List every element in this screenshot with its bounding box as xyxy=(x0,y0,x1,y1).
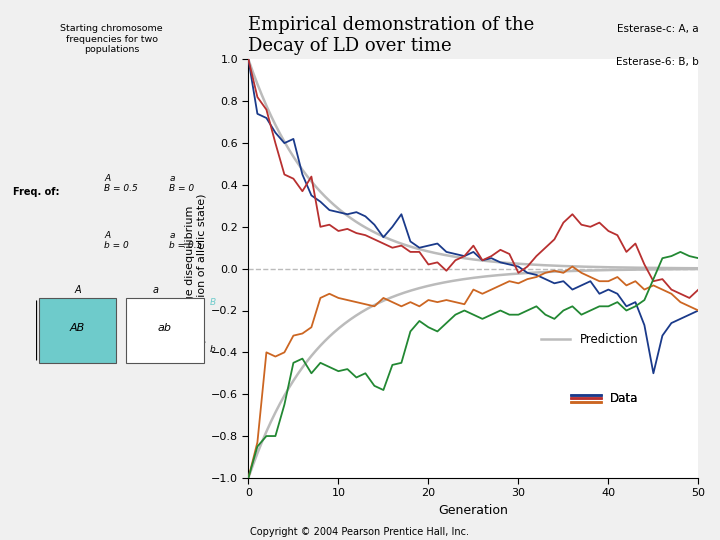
Text: ab: ab xyxy=(158,323,172,333)
Text: a
B = 0: a B = 0 xyxy=(169,174,194,193)
Text: Freq. of:: Freq. of: xyxy=(13,187,60,197)
Text: A: A xyxy=(74,285,81,295)
Text: Copyright © 2004 Pearson Prentice Hall, Inc.: Copyright © 2004 Pearson Prentice Hall, … xyxy=(251,527,469,537)
Text: B: B xyxy=(210,298,216,307)
Text: AB: AB xyxy=(70,323,85,333)
Text: b: b xyxy=(210,346,215,354)
Legend: Data: Data xyxy=(571,392,639,405)
Text: A
b = 0: A b = 0 xyxy=(104,231,129,250)
Y-axis label: Linkage disequilibrium
(correlation of allelic state): Linkage disequilibrium (correlation of a… xyxy=(185,193,207,344)
Text: Starting chromosome
frequencies for two
populations: Starting chromosome frequencies for two … xyxy=(60,24,163,54)
Text: Esterase-6: B, b: Esterase-6: B, b xyxy=(616,57,698,67)
X-axis label: Generation: Generation xyxy=(438,504,508,517)
Text: A
B = 0.5: A B = 0.5 xyxy=(104,174,138,193)
FancyBboxPatch shape xyxy=(39,298,116,363)
Text: Esterase-c: A, a: Esterase-c: A, a xyxy=(617,24,698,35)
Text: a: a xyxy=(152,285,158,295)
FancyBboxPatch shape xyxy=(126,298,204,363)
Text: Empirical demonstration of the
Decay of LD over time: Empirical demonstration of the Decay of … xyxy=(248,16,535,55)
Text: a
b = 0.5: a b = 0.5 xyxy=(169,231,202,250)
